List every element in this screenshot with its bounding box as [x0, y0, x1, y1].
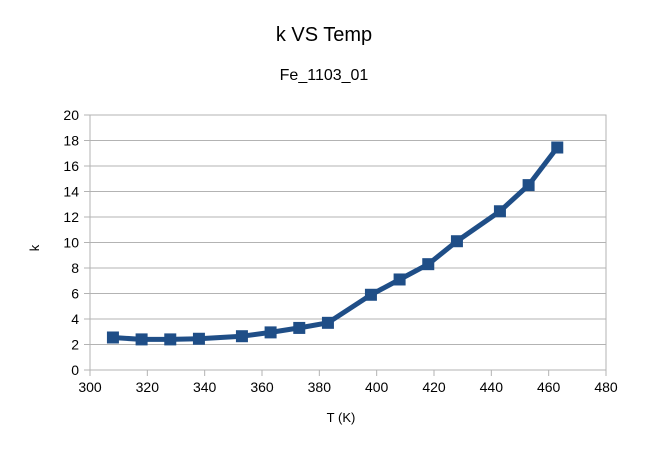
data-point: [450, 235, 463, 248]
chart-title: k VS Temp: [276, 24, 372, 46]
data-point: [235, 330, 248, 343]
data-point: [164, 333, 177, 346]
chart-subtitle: Fe_1103_01: [280, 67, 369, 84]
y-tick-label: 14: [63, 184, 79, 200]
gridlines: [90, 114, 606, 371]
y-tick-label: 8: [71, 260, 79, 276]
series-line: [112, 145, 560, 342]
data-point: [321, 316, 334, 329]
data-point: [264, 326, 277, 339]
x-tick-label: 420: [422, 379, 446, 395]
data-point: [364, 288, 377, 301]
y-tick-label: 4: [71, 311, 79, 327]
y-tick-label: 6: [71, 286, 79, 302]
x-axis-label: T (K): [327, 410, 356, 425]
x-tick-label: 340: [193, 379, 217, 395]
x-tick-label: 380: [308, 379, 332, 395]
y-axis-label: k: [27, 244, 42, 251]
series-group: [106, 141, 564, 346]
x-tick-label: 360: [250, 379, 274, 395]
x-tick-label: 480: [594, 379, 618, 395]
data-point: [522, 179, 535, 192]
y-tick-label: 20: [63, 107, 79, 123]
y-axis-ticks: 0 2 4 6 8 10 12 14 16 18 20: [63, 107, 90, 378]
y-tick-label: 12: [63, 209, 79, 225]
x-tick-label: 460: [537, 379, 561, 395]
data-point: [551, 141, 564, 154]
y-tick-label: 0: [71, 362, 79, 378]
x-tick-label: 400: [365, 379, 389, 395]
data-point: [422, 258, 435, 271]
x-axis-ticks: 300 320 340 360 380 400 420 440 460 480: [78, 370, 618, 395]
x-tick-label: 440: [480, 379, 504, 395]
data-point: [135, 333, 148, 346]
data-point: [493, 205, 506, 218]
y-tick-label: 2: [71, 337, 79, 353]
x-tick-label: 300: [78, 379, 102, 395]
data-point: [106, 331, 119, 344]
y-tick-label: 18: [63, 133, 79, 149]
data-point: [293, 321, 306, 334]
y-tick-label: 16: [63, 158, 79, 174]
data-point: [393, 273, 406, 286]
x-tick-label: 320: [136, 379, 160, 395]
y-tick-label: 10: [63, 235, 79, 251]
data-point: [192, 332, 205, 345]
